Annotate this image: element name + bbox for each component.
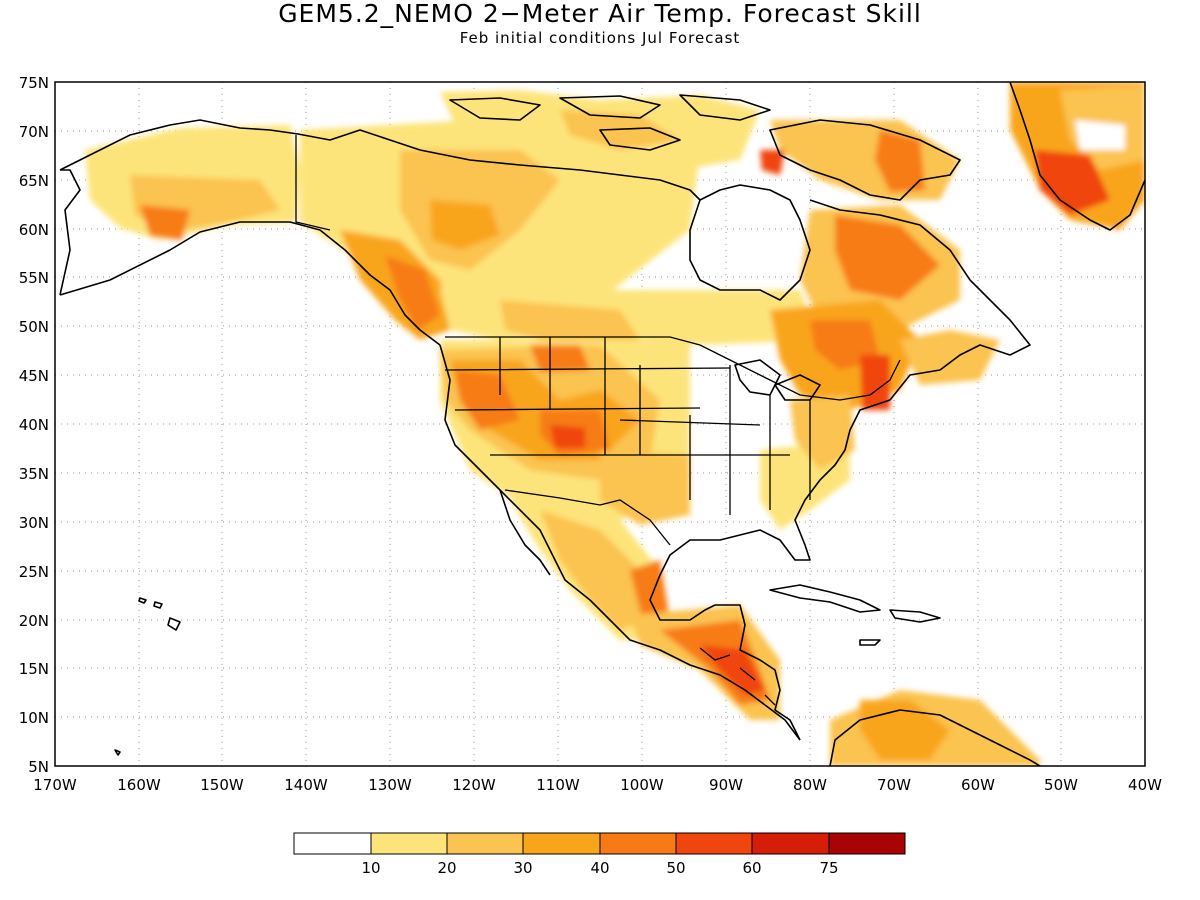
colorbar-label: 50 [666,859,685,877]
lon-tick: 140W [284,776,328,794]
lat-tick: 20N [19,612,49,630]
lon-tick: 90W [709,776,743,794]
lat-tick: 5N [28,758,49,776]
lat-tick: 35N [19,465,49,483]
lon-tick: 50W [1044,776,1078,794]
lon-tick: 40W [1128,776,1162,794]
lon-tick: 110W [536,776,580,794]
colorbar-label: 30 [513,859,532,877]
lat-tick: 10N [19,709,49,727]
colorbar-swatch [371,833,447,854]
lon-tick: 120W [452,776,496,794]
colorbar-label: 60 [742,859,761,877]
lat-tick: 65N [19,172,49,190]
lat-tick: 45N [19,367,49,385]
lat-tick-labels: 75N 70N 65N 60N 55N 50N 45N 40N 35N 30N … [19,74,49,776]
lat-tick: 25N [19,563,49,581]
forecast-skill-map: 75N 70N 65N 60N 55N 50N 45N 40N 35N 30N … [0,0,1200,900]
lat-tick: 50N [19,318,49,336]
colorbar-swatch [829,833,905,854]
lon-tick: 160W [117,776,161,794]
lon-tick: 150W [200,776,244,794]
lon-tick: 70W [877,776,911,794]
lat-tick: 40N [19,416,49,434]
lat-tick: 60N [19,221,49,239]
colorbar-swatch [294,833,371,854]
lon-tick: 170W [33,776,77,794]
lat-tick: 30N [19,514,49,532]
colorbar-swatch [752,833,829,854]
colorbar-swatch [523,833,600,854]
colorbar-label: 75 [819,859,838,877]
colorbar-label: 40 [590,859,609,877]
colorbar-label: 10 [361,859,380,877]
lat-tick: 15N [19,660,49,678]
lat-tick: 70N [19,123,49,141]
lon-tick: 100W [620,776,664,794]
colorbar-swatch [600,833,676,854]
lon-tick-labels: 170W 160W 150W 140W 130W 120W 110W 100W … [33,776,1162,794]
colorbar: 10 20 30 40 50 60 75 [294,833,905,877]
lon-tick: 60W [961,776,995,794]
lon-tick: 80W [793,776,827,794]
colorbar-label: 20 [437,859,456,877]
colorbar-swatch [447,833,523,854]
colorbar-swatch [676,833,752,854]
lat-tick: 55N [19,269,49,287]
lat-tick: 75N [19,74,49,92]
lon-tick: 130W [368,776,412,794]
